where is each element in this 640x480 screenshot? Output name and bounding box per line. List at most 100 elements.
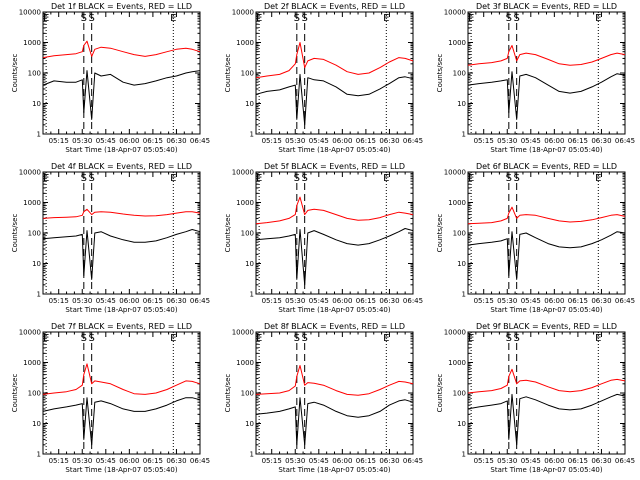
x-tick-label: 06:45	[403, 457, 423, 465]
marker-label: S	[81, 333, 87, 344]
x-tick-label: 05:15	[49, 137, 69, 145]
y-tick-label: 100	[28, 390, 41, 398]
panel-1: Det 1f BLACK = Events, RED = LLD 1 10 100 10…	[11, 2, 210, 154]
marker-label: S	[81, 13, 87, 24]
x-tick-label: 06:30	[166, 137, 186, 145]
panel-4: Det 4f BLACK = Events, RED = LLD 1 10 100 10…	[11, 162, 210, 314]
x-tick-label: 06:30	[379, 457, 399, 465]
y-tick-label: 10	[457, 260, 466, 268]
marker-label: E	[595, 13, 601, 24]
marker-label: E	[383, 13, 389, 24]
marker-label: S	[506, 13, 512, 24]
x-axis-label: Start Time (18-Apr-07 05:05:40)	[65, 146, 177, 154]
x-tick-label: 05:15	[262, 297, 282, 305]
y-tick-label: 100	[241, 390, 254, 398]
lld-series-line	[42, 208, 201, 219]
y-tick-label: 1	[250, 451, 254, 459]
x-tick-label: 05:30	[285, 297, 305, 305]
x-tick-label: 06:00	[332, 297, 352, 305]
panel-6: Det 6f BLACK = Events, RED = LLD 1 10 100 10…	[436, 162, 635, 314]
x-tick-label: 06:30	[379, 137, 399, 145]
y-axis-label: Counts/sec	[11, 374, 19, 413]
y-tick-label: 1000	[236, 359, 254, 367]
events-series-line	[42, 229, 201, 280]
lld-series-line	[255, 365, 414, 396]
y-axis-label: Counts/sec	[224, 374, 232, 413]
x-tick-label: 05:30	[72, 457, 92, 465]
x-tick-label: 06:30	[166, 297, 186, 305]
x-tick-label: 05:15	[474, 137, 494, 145]
x-tick-label: 06:45	[615, 297, 635, 305]
panel-title: Det 4f BLACK = Events, RED = LLD	[51, 162, 192, 171]
x-tick-label: 05:30	[497, 297, 517, 305]
marker-label: E	[170, 333, 176, 344]
x-tick-label: 05:45	[521, 137, 541, 145]
x-tick-label: 06:00	[119, 457, 139, 465]
x-tick-label: 06:00	[544, 297, 564, 305]
x-tick-label: 06:45	[615, 137, 635, 145]
marker-label: E	[43, 333, 49, 344]
y-tick-label: 1000	[236, 39, 254, 47]
x-tick-label: 06:00	[544, 457, 564, 465]
x-axis-label: Start Time (18-Apr-07 05:05:40)	[490, 306, 602, 314]
y-tick-label: 10000	[19, 9, 41, 17]
x-axis-label: Start Time (18-Apr-07 05:05:40)	[490, 466, 602, 474]
marker-label: S	[513, 173, 519, 184]
marker-label: S	[294, 13, 300, 24]
x-tick-label: 06:15	[143, 137, 163, 145]
y-tick-label: 100	[28, 70, 41, 78]
y-tick-label: 1000	[23, 199, 41, 207]
events-series-line	[255, 397, 414, 446]
marker-label: E	[256, 13, 262, 24]
x-tick-label: 05:15	[262, 457, 282, 465]
y-tick-label: 10	[245, 100, 254, 108]
y-tick-label: 1	[37, 291, 41, 299]
y-axis-label: Counts/sec	[224, 54, 232, 93]
y-tick-label: 10000	[19, 329, 41, 337]
x-tick-label: 05:30	[72, 137, 92, 145]
x-tick-label: 06:45	[190, 297, 210, 305]
panel-title: Det 9f BLACK = Events, RED = LLD	[476, 322, 617, 331]
lld-series-line	[42, 40, 201, 59]
y-axis-label: Counts/sec	[11, 214, 19, 253]
y-axis-label: Counts/sec	[224, 214, 232, 253]
marker-label: E	[383, 333, 389, 344]
plot-frame	[467, 171, 626, 295]
y-tick-label: 1000	[23, 359, 41, 367]
x-tick-label: 06:45	[403, 137, 423, 145]
x-tick-label: 06:15	[143, 457, 163, 465]
y-axis-label: Counts/sec	[436, 374, 444, 413]
y-tick-label: 10000	[444, 169, 466, 177]
marker-label: E	[468, 173, 474, 184]
y-tick-label: 100	[453, 70, 466, 78]
lld-series-line	[255, 42, 414, 79]
x-tick-label: 05:30	[72, 297, 92, 305]
x-tick-label: 05:15	[262, 137, 282, 145]
x-tick-label: 05:45	[96, 457, 116, 465]
x-tick-label: 06:00	[332, 457, 352, 465]
marker-label: S	[294, 173, 300, 184]
events-series-line	[255, 73, 414, 126]
x-tick-label: 06:45	[403, 297, 423, 305]
y-tick-label: 1	[37, 451, 41, 459]
marker-label: E	[595, 333, 601, 344]
y-tick-label: 10000	[232, 329, 254, 337]
x-tick-label: 05:45	[521, 457, 541, 465]
marker-label: E	[170, 173, 176, 184]
x-tick-label: 06:30	[591, 297, 611, 305]
y-tick-label: 100	[28, 230, 41, 238]
y-tick-label: 1	[462, 131, 466, 139]
y-tick-label: 1	[250, 291, 254, 299]
panel-7: Det 7f BLACK = Events, RED = LLD 1 10 100 10…	[11, 322, 210, 474]
y-tick-label: 10	[32, 420, 41, 428]
y-tick-label: 100	[453, 230, 466, 238]
x-axis-label: Start Time (18-Apr-07 05:05:40)	[278, 466, 390, 474]
x-tick-label: 06:00	[544, 137, 564, 145]
x-tick-label: 06:15	[356, 297, 376, 305]
x-axis-label: Start Time (18-Apr-07 05:05:40)	[278, 146, 390, 154]
y-tick-label: 10	[32, 260, 41, 268]
marker-label: S	[301, 173, 307, 184]
marker-label: S	[88, 173, 94, 184]
x-tick-label: 06:15	[568, 137, 588, 145]
x-tick-label: 05:15	[474, 457, 494, 465]
